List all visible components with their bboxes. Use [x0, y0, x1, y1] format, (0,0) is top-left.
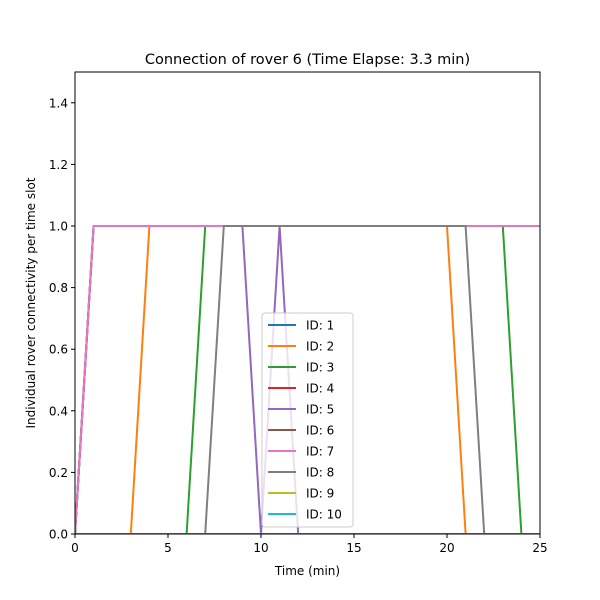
x-tick-label: 0	[71, 541, 79, 555]
legend-label-8: ID: 8	[306, 466, 334, 480]
y-tick-label: 0.8	[49, 281, 68, 295]
legend-label-5: ID: 5	[306, 403, 334, 417]
y-tick-label: 1.4	[49, 96, 68, 110]
legend-label-10: ID: 10	[306, 508, 342, 522]
legend-label-2: ID: 2	[306, 340, 334, 354]
chart-title: Connection of rover 6 (Time Elapse: 3.3 …	[145, 52, 470, 68]
y-axis-label: Individual rover connectivity per time s…	[24, 177, 38, 428]
series-layer	[75, 225, 540, 534]
legend-label-1: ID: 1	[306, 319, 334, 333]
plot-frame	[74, 71, 541, 535]
x-tick-label: 25	[532, 541, 547, 555]
y-tick-label: 1.0	[49, 220, 68, 234]
x-tick-label: 10	[253, 541, 268, 555]
legend-label-7: ID: 7	[306, 445, 334, 459]
legend-label-3: ID: 3	[306, 361, 334, 375]
legend-label-4: ID: 4	[306, 382, 334, 396]
legend: ID: 1 ID: 2 ID: 3 ID: 4 ID: 5 ID: 6 ID: 7 ID: 8…	[261, 312, 354, 528]
series-line-8	[75, 225, 540, 534]
y-axis: 0.0 0.2 0.4 0.6 0.8 1.0 1.2 1.4	[49, 96, 75, 542]
legend-label-9: ID: 9	[306, 487, 334, 501]
x-axis: 0 5 10 15 20 25	[71, 534, 548, 555]
y-tick-label: 0.6	[49, 343, 68, 357]
y-tick-label: 0.2	[49, 466, 68, 480]
y-tick-label: 0.4	[49, 404, 68, 418]
x-tick-label: 15	[346, 541, 361, 555]
y-tick-label: 1.2	[49, 158, 68, 172]
x-tick-label: 20	[439, 541, 454, 555]
legend-label-6: ID: 6	[306, 424, 334, 438]
y-tick-label: 0.0	[49, 528, 68, 542]
x-tick-label: 5	[164, 541, 172, 555]
x-axis-label: Time (min)	[274, 564, 340, 578]
